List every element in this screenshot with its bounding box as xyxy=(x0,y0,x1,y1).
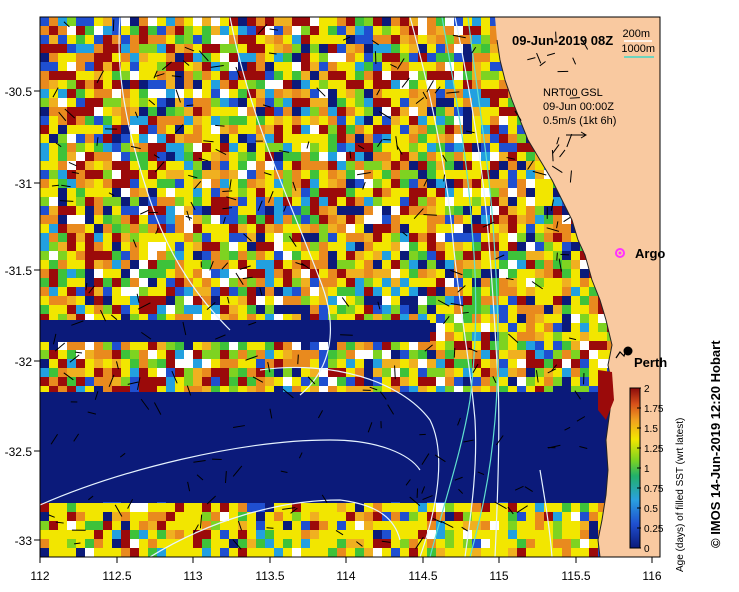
colorbar: 2 1.75 1.5 1.25 1 0.75 0.5 0.25 0 Age (d… xyxy=(629,384,686,572)
lon-tick-label: 114.5 xyxy=(408,569,437,583)
colorbar-tick-label: 1.75 xyxy=(644,404,664,415)
current-vectors xyxy=(48,19,589,550)
depth-1000-label: 1000m xyxy=(621,43,655,55)
argo-marker: Argo xyxy=(615,246,665,261)
lat-tick-label: -32.5 xyxy=(5,445,33,459)
estuary xyxy=(598,370,614,420)
colorbar-tick-label: 1.25 xyxy=(644,444,664,455)
bathymetry-contours xyxy=(40,17,553,557)
colorbar-ticks xyxy=(637,387,641,549)
colorbar-tick-label: 0.5 xyxy=(644,504,658,515)
current-time: 09-Jun 00:00Z xyxy=(543,101,614,113)
lon-tick-label: 113.5 xyxy=(255,569,284,583)
low-age-band xyxy=(40,392,610,502)
colorbar-tick-label: 1 xyxy=(644,464,650,475)
argo-float-icon xyxy=(615,248,625,258)
lat-tick-label: -33 xyxy=(15,534,33,548)
lon-tick-label: 115 xyxy=(489,569,508,583)
current-scale: 0.5m/s (1kt 6h) xyxy=(543,115,616,127)
coastline xyxy=(496,39,613,557)
axis-ticks xyxy=(34,90,653,563)
colorbar-tick-label: 2 xyxy=(644,384,650,395)
lon-axis-labels: 112 112.5 113 113.5 114 114.5 115 115.5 … xyxy=(30,569,661,583)
colorbar-tick-label: 0 xyxy=(644,544,650,555)
perth-marker: Perth xyxy=(615,346,667,370)
argo-label: Argo xyxy=(635,246,665,261)
perth-label: Perth xyxy=(634,355,667,370)
scale-arrowhead-icon xyxy=(580,131,587,139)
lat-axis-labels: -30.5 -31 -31.5 -32 -32.5 -33 xyxy=(5,85,33,548)
current-source: NRT00 GSL xyxy=(543,87,603,99)
argo-dot-icon xyxy=(618,251,622,255)
colorbar-tick-label: 0.25 xyxy=(644,524,664,535)
lon-tick-label: 114 xyxy=(336,569,355,583)
lon-tick-label: 112 xyxy=(30,569,49,583)
land-mass xyxy=(495,17,660,557)
colorbar-tick-label: 1.5 xyxy=(644,424,658,435)
colorbar-title: Age (days) of filled SST (wrt latest) xyxy=(675,418,686,572)
lat-tick-label: -30.5 xyxy=(5,85,33,99)
perth-locator-icon xyxy=(615,349,627,359)
lon-tick-label: 115.5 xyxy=(561,569,590,583)
lon-tick-label: 113 xyxy=(183,569,202,583)
imos-credit: © IMOS 14-Jun-2019 12:20 Hobart xyxy=(708,340,723,548)
depth-200-label: 200m xyxy=(622,28,650,40)
perth-city-icon xyxy=(623,346,633,356)
lon-tick-label: 112.5 xyxy=(102,569,131,583)
lon-tick-label: 116 xyxy=(642,569,661,583)
low-age-band-upper xyxy=(40,320,430,342)
plot-frame xyxy=(39,16,661,558)
lat-tick-label: -31.5 xyxy=(5,264,33,278)
lat-tick-label: -32 xyxy=(15,355,33,369)
map-date-title: 09-Jun-2019 08Z xyxy=(512,33,613,48)
depth-legend: 200m 1000m xyxy=(621,28,655,58)
lat-tick-label: -31 xyxy=(15,177,33,191)
current-info: NRT00 GSL 09-Jun 00:00Z 0.5m/s (1kt 6h) xyxy=(543,87,616,139)
colorbar-tick-label: 0.75 xyxy=(644,484,664,495)
